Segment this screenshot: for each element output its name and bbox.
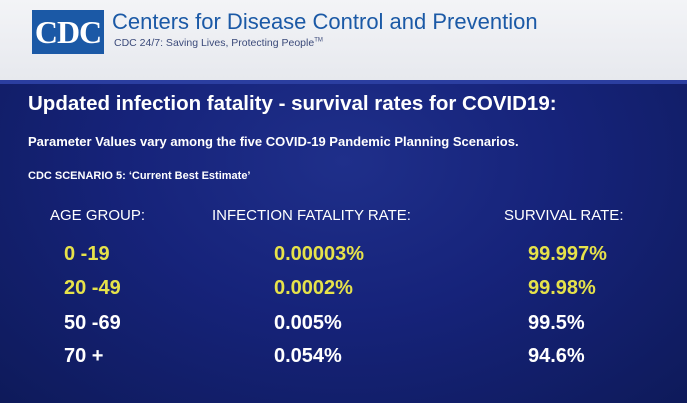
age-group-cell: 70 + (64, 345, 104, 367)
table-row: 50 -69 0.005% 99.5% (0, 312, 687, 342)
fatality-rate-cell: 0.00003% (274, 243, 365, 265)
fatality-rate-cell: 0.0002% (274, 277, 353, 299)
slide-title: Updated infection fatality - survival ra… (28, 92, 557, 115)
age-group-cell: 0 -19 (64, 243, 110, 265)
age-group-cell: 20 -49 (64, 277, 121, 299)
survival-rate-cell: 94.6% (528, 345, 585, 367)
survival-rate-cell: 99.997% (528, 243, 607, 265)
header-infection-fatality-rate: INFECTION FATALITY RATE: (212, 207, 411, 224)
org-name: Centers for Disease Control and Preventi… (112, 9, 538, 34)
fatality-rate-cell: 0.054% (274, 345, 342, 367)
table-row: 70 + 0.054% 94.6% (0, 345, 687, 375)
survival-rate-cell: 99.98% (528, 277, 596, 299)
header-age-group: AGE GROUP: (50, 207, 146, 224)
slide-subtitle: Parameter Values vary among the five COV… (28, 134, 519, 149)
header-divider (0, 80, 687, 84)
header-survival-rate: SURVIVAL RATE: (504, 207, 624, 224)
age-group-cell: 50 -69 (64, 312, 121, 334)
scenario-label: CDC SCENARIO 5: ‘Current Best Estimate’ (28, 170, 251, 182)
table-row: 20 -49 0.0002% 99.98% (0, 277, 687, 307)
cdc-logo: CDC (32, 10, 104, 54)
fatality-rate-cell: 0.005% (274, 312, 342, 334)
tagline-text: CDC 24/7: Saving Lives, Protecting Peopl… (114, 37, 315, 49)
survival-rate-cell: 99.5% (528, 312, 585, 334)
table-row: 0 -19 0.00003% 99.997% (0, 243, 687, 273)
org-tagline: CDC 24/7: Saving Lives, Protecting Peopl… (114, 37, 323, 49)
tagline-trademark: TM (314, 37, 323, 44)
cdc-header: CDC Centers for Disease Control and Prev… (0, 0, 687, 80)
